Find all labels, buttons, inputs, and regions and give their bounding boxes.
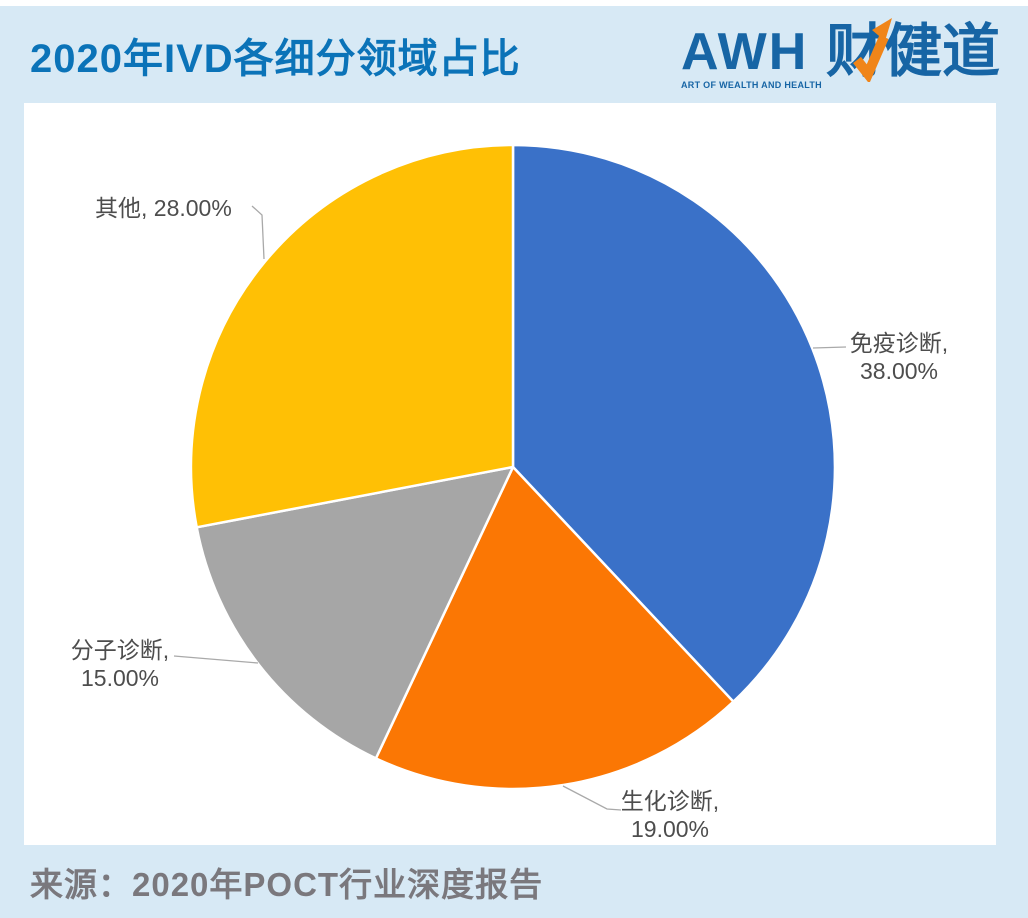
top-white-strip (0, 0, 1028, 6)
page-title: 2020年IVD各细分领域占比 (30, 36, 521, 81)
pie-chart (173, 143, 847, 811)
source-note: 来源：2020年POCT行业深度报告 (30, 866, 544, 903)
pie-slices (189, 143, 837, 791)
leader-line-biochem (562, 785, 622, 811)
slice-label-immune: 免疫诊断, 38.00% (849, 330, 949, 385)
logo-up-arrow-icon (853, 17, 892, 82)
awh-brand-cn-text: 财健道 (825, 18, 1000, 84)
chart-panel: 其他, 28.00% 免疫诊断, 38.00% 分子诊断, 15.00% 生化诊… (24, 103, 996, 845)
awh-tagline: ART OF WEALTH AND HEALTH (680, 79, 822, 90)
slice-label-molecular: 分子诊断, 15.00% (70, 637, 170, 692)
awh-brand-text: AWH (680, 22, 809, 81)
awh-logo-latin: AWH ART OF WEALTH AND HEALTH (681, 26, 822, 90)
leader-line-molecular (173, 655, 259, 664)
pie-slice-免疫诊断 (511, 143, 837, 703)
leader-line-other (251, 205, 265, 260)
leader-line-immune (812, 346, 847, 349)
pie-slice-分子诊断 (195, 465, 515, 760)
pie-slice-生化诊断 (374, 465, 735, 791)
awh-brand-cn: 财健道 (825, 17, 1000, 84)
leader-lines (173, 205, 847, 811)
awh-logo: AWH ART OF WEALTH AND HEALTH 财健道 (681, 17, 1000, 90)
pie-slice-其他 (189, 143, 515, 529)
slice-label-other: 其他, 28.00% (95, 195, 232, 221)
slice-label-biochem: 生化诊断, 19.00% (620, 788, 720, 843)
header: 2020年IVD各细分领域占比 AWH ART OF WEALTH AND HE… (0, 6, 1028, 103)
